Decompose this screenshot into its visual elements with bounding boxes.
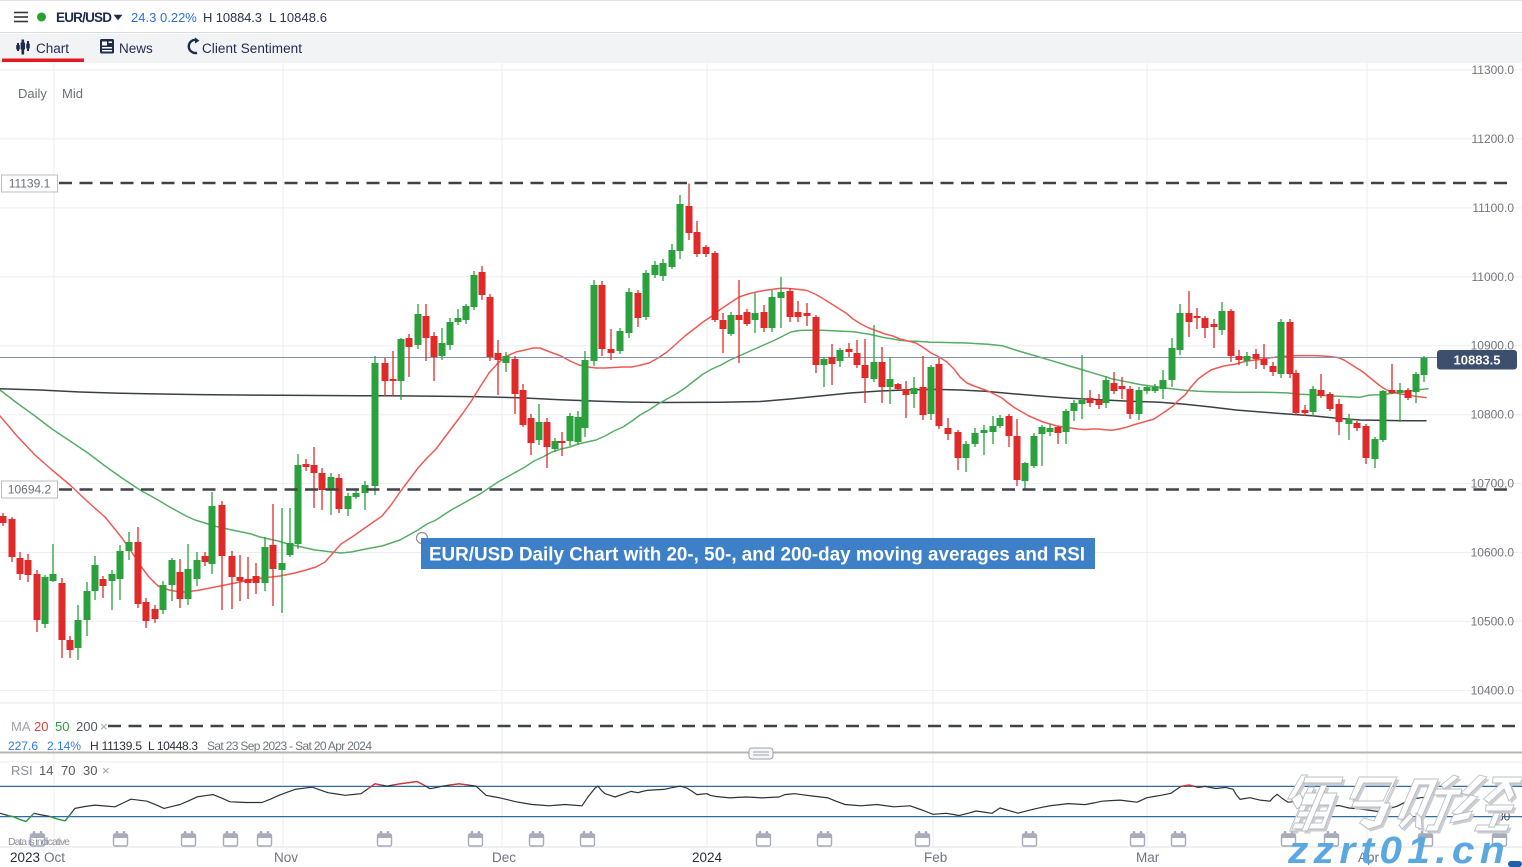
svg-text:Mid: Mid <box>62 86 83 101</box>
svg-text:zzrt01.cn: zzrt01.cn <box>1287 830 1510 867</box>
svg-text:70: 70 <box>61 763 75 778</box>
svg-text:Apr: Apr <box>1358 850 1380 865</box>
svg-text:11139.1: 11139.1 <box>9 177 51 191</box>
svg-text:10900.0: 10900.0 <box>1471 339 1515 353</box>
svg-text:11200.0: 11200.0 <box>1472 132 1515 146</box>
svg-text:×: × <box>100 719 108 734</box>
svg-text:11100.0: 11100.0 <box>1472 201 1514 215</box>
svg-text:Feb: Feb <box>924 850 947 865</box>
svg-text:MA: MA <box>11 719 31 734</box>
svg-text:×: × <box>102 763 110 778</box>
svg-text:14: 14 <box>39 763 53 778</box>
svg-text:Data is indicative: Data is indicative <box>8 836 70 848</box>
svg-text:Nov: Nov <box>274 850 298 865</box>
svg-text:10600.0: 10600.0 <box>1471 546 1515 560</box>
svg-text:0.22%: 0.22% <box>160 10 197 25</box>
svg-text:10883.5: 10883.5 <box>1454 353 1501 368</box>
svg-text:10700.0: 10700.0 <box>1471 477 1515 491</box>
svg-text:2.14%: 2.14% <box>47 739 81 753</box>
svg-text:24.3: 24.3 <box>131 10 156 25</box>
svg-text:227.6: 227.6 <box>8 739 38 753</box>
svg-text:10800.0: 10800.0 <box>1471 408 1515 422</box>
svg-text:11300.0: 11300.0 <box>1472 63 1515 77</box>
svg-text:Daily: Daily <box>18 86 47 101</box>
svg-text:L 10848.6: L 10848.6 <box>269 10 327 25</box>
svg-text:30: 30 <box>83 763 97 778</box>
svg-text:H 10884.3: H 10884.3 <box>203 10 262 25</box>
svg-text:10400.0: 10400.0 <box>1471 683 1515 697</box>
svg-text:Sat 23 Sep 2023 - Sat 20 Apr 2: Sat 23 Sep 2023 - Sat 20 Apr 2024 <box>207 739 372 753</box>
svg-text:50: 50 <box>55 719 69 734</box>
svg-text:EUR/USD Daily Chart with 20-,: EUR/USD Daily Chart with 20-, 50-, and 2… <box>429 544 1085 566</box>
svg-text:H 11139.5: H 11139.5 <box>90 739 142 753</box>
svg-text:Chart: Chart <box>36 41 69 56</box>
svg-text:10694.2: 10694.2 <box>8 483 52 497</box>
svg-text:20: 20 <box>34 719 48 734</box>
svg-text:EUR/USD: EUR/USD <box>56 10 112 25</box>
svg-text:Mar: Mar <box>1136 850 1160 865</box>
svg-text:News: News <box>119 41 153 56</box>
svg-text:11000.0: 11000.0 <box>1472 270 1515 284</box>
svg-text:RSI: RSI <box>11 763 33 778</box>
svg-text:L 10448.3: L 10448.3 <box>148 739 198 753</box>
svg-text:10500.0: 10500.0 <box>1471 614 1515 628</box>
svg-text:2023: 2023 <box>10 850 40 865</box>
svg-text:Oct: Oct <box>44 850 65 865</box>
svg-text:Client Sentiment: Client Sentiment <box>202 41 302 56</box>
svg-text:200: 200 <box>76 719 98 734</box>
svg-text:Dec: Dec <box>492 850 516 865</box>
svg-text:2024: 2024 <box>692 850 723 865</box>
